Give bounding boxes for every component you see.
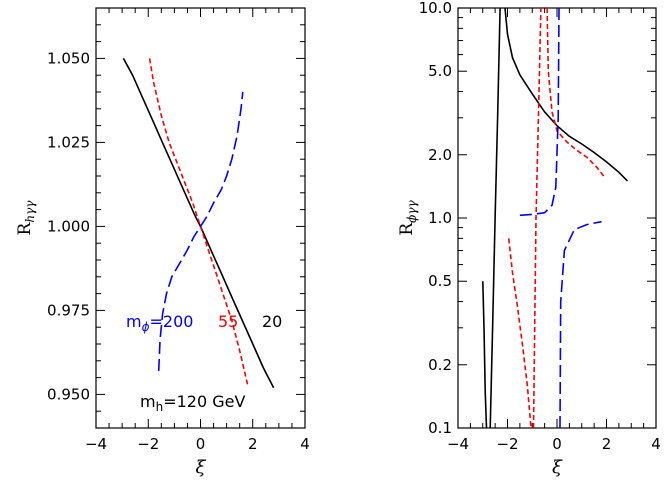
series-line-1 [546, 8, 606, 179]
y-tick-label: 1.050 [47, 49, 90, 67]
series-group [122, 58, 275, 389]
y-tick-label: 1.0 [428, 209, 452, 227]
plot-frame [95, 7, 306, 429]
y-tick-label: 0.950 [47, 385, 90, 403]
series-line-2 [519, 8, 560, 217]
y-tick-label: 0.2 [428, 356, 452, 374]
mh-value: =120 GeV [163, 392, 245, 411]
y-label-sub: ϕγγ [405, 200, 419, 223]
x-tick-label: −4 [85, 435, 107, 453]
x-tick-label: 0 [552, 435, 562, 453]
x-tick-label: −2 [496, 435, 518, 453]
series-line-0 [482, 281, 488, 428]
x-axis-label: ξ [196, 457, 207, 478]
mh-sub: h [156, 400, 164, 414]
left-panel: −4 −2 0 2 40.9500.9751.0001.0251.050ξRhγγmϕ=… [15, 7, 310, 478]
y-tick-label: 10.0 [419, 0, 452, 17]
legend-m-sub: ϕ [142, 320, 150, 334]
series-line-2 [157, 91, 244, 371]
y-tick-label: 5.0 [428, 62, 452, 80]
y-tick-label: 2.0 [428, 146, 452, 164]
y-tick-label: 1.000 [47, 217, 90, 235]
x-tick-label: 4 [651, 435, 661, 453]
series-line-0 [504, 8, 629, 182]
y-label-sub: hγγ [23, 200, 37, 223]
x-axis-label: ξ [552, 457, 563, 478]
legend-label-m20: 20 [262, 312, 282, 331]
x-tick-label: 2 [248, 435, 258, 453]
y-tick-label: 0.1 [428, 419, 452, 437]
y-axis-label: Rϕγγ [397, 200, 419, 236]
y-tick-label: 0.5 [428, 272, 452, 290]
x-tick-label: −4 [447, 435, 469, 453]
x-tick-label: 0 [196, 435, 206, 453]
series-line-0 [122, 58, 275, 389]
y-label-main: R [397, 222, 417, 236]
legend-label-m55: 55 [218, 312, 238, 331]
series-line-2 [559, 220, 602, 428]
series-group [482, 8, 629, 428]
y-axis-label: Rhγγ [15, 200, 37, 236]
y-label-main: R [15, 221, 35, 235]
series-line-0 [489, 8, 501, 428]
y-tick-label: 0.975 [47, 301, 90, 319]
y-tick-label: 1.025 [47, 133, 90, 151]
series-line-1 [148, 58, 249, 385]
right-panel: −4 −2 0 2 4 0.1 0.2 0.5 1.0 2.0 5.0 10.0 ξ Rϕγγ [397, 0, 661, 478]
mh-annotation: mh=120 GeV [140, 392, 245, 414]
series-line-1 [507, 238, 532, 428]
x-tick-label: 4 [300, 435, 310, 453]
plot-frame [457, 7, 657, 429]
legend-m200-value: =200 [150, 312, 194, 331]
x-tick-label: −2 [137, 435, 159, 453]
x-tick-label: 2 [602, 435, 612, 453]
legend-m: m [126, 312, 142, 331]
legend-label-m200: mϕ=200 [126, 312, 193, 334]
series-line-1 [532, 8, 542, 428]
mh-m: m [140, 392, 156, 411]
